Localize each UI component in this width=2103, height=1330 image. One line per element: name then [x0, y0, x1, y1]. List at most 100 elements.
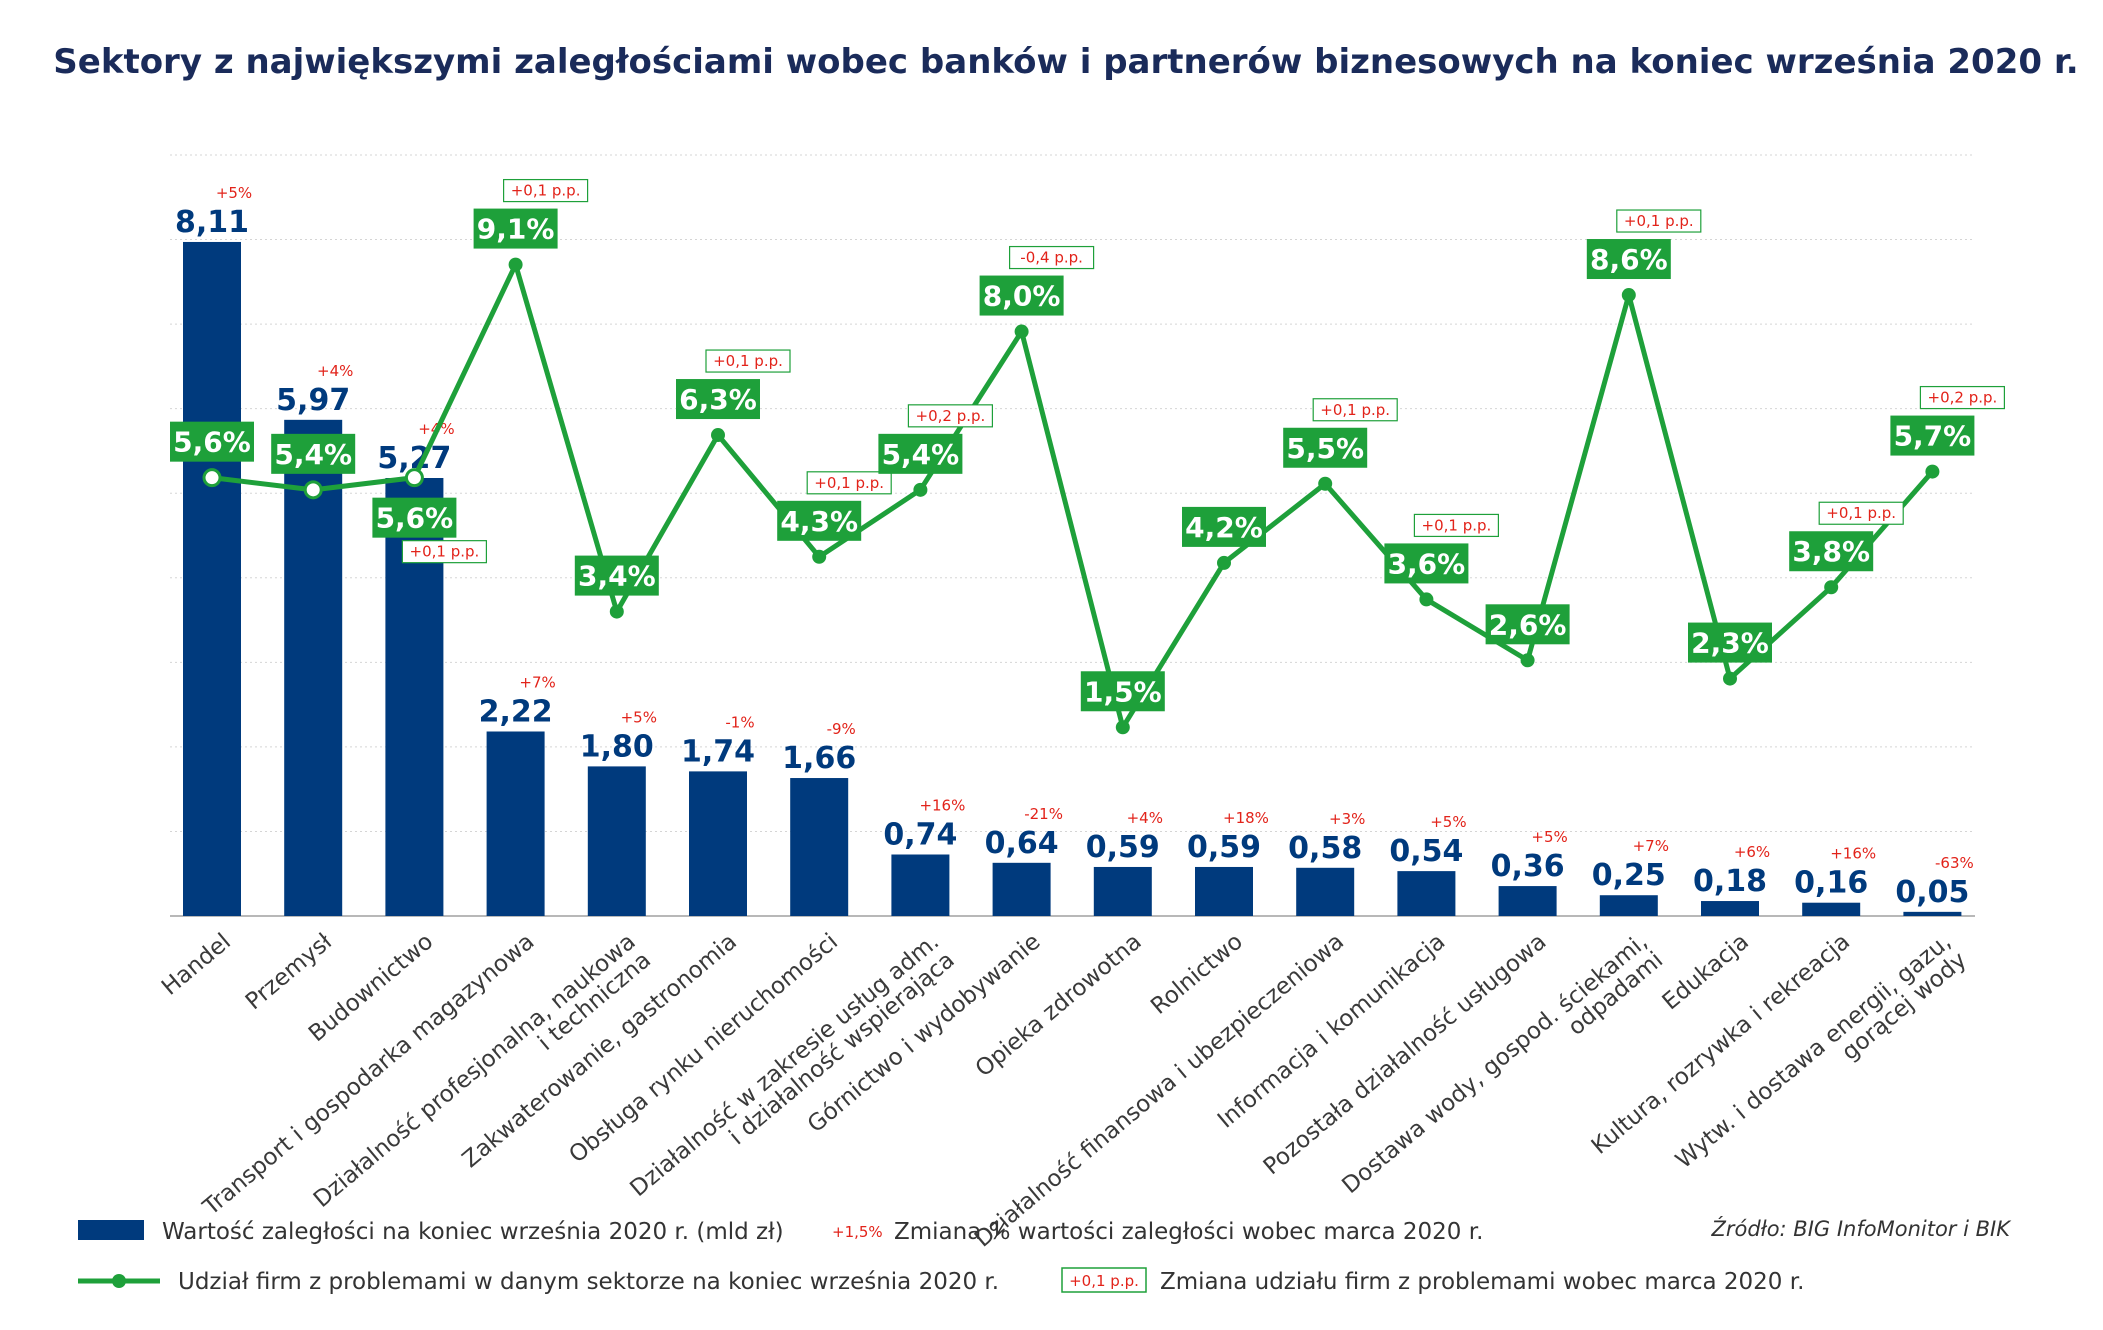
- bar-value-labels: 8,11+5%5,97+4%5,27+4%2,22+7%1,80+5%1,74-…: [175, 184, 1974, 910]
- line-series: [202, 257, 1940, 735]
- line-change-label: +0,2 p.p.: [1919, 385, 2006, 410]
- bar-value-label: 0,58: [1288, 831, 1362, 866]
- line-point: [303, 480, 323, 500]
- line-value-box: [271, 433, 356, 474]
- legend-line-text: Udział firm z problemami w danym sektorz…: [178, 1269, 999, 1295]
- bar-value-label: 2,22: [479, 694, 553, 729]
- line-value-text: 9,1%: [477, 213, 555, 246]
- line-value-text: 5,7%: [1894, 420, 1972, 453]
- bar-change-label: +4%: [317, 362, 353, 380]
- bar-value-label: 1,66: [782, 741, 856, 776]
- bar: [1093, 866, 1152, 916]
- category-label-line: Edukacja: [1658, 929, 1754, 1016]
- bar-change-label: -1%: [725, 713, 754, 731]
- line-value-box: [170, 421, 254, 462]
- line-change-label: +0,2 p.p.: [907, 404, 994, 428]
- line-change-text: +0,1 p.p.: [1826, 504, 1896, 522]
- bar-value-label: 0,05: [1895, 875, 1969, 910]
- line-value-box: [676, 379, 760, 420]
- legend-line-change-box: [1061, 1267, 1147, 1293]
- line-change-box: [1312, 398, 1398, 422]
- line-value-box: [777, 500, 862, 541]
- bar-value-label: 0,18: [1693, 864, 1767, 899]
- category-label-line: Działalność finansowa i ubezpieczeniowa: [970, 929, 1349, 1253]
- bar-change-label: +5%: [216, 184, 252, 202]
- line-value-box: [1586, 239, 1671, 280]
- line-value-text: 5,6%: [376, 502, 454, 535]
- line-change-text: +0,2 p.p.: [916, 407, 986, 425]
- line-value-text: 5,6%: [173, 426, 251, 459]
- legend: Wartość zaległości na koniec września 20…: [78, 1219, 1804, 1295]
- line-value-box: [1080, 671, 1165, 712]
- line-value-box: [1485, 604, 1570, 645]
- line-point: [1419, 592, 1434, 607]
- bar: [1195, 866, 1253, 916]
- bar-change-label: +7%: [519, 673, 555, 691]
- bar-value-label: 0,74: [883, 817, 957, 852]
- line-point: [1217, 555, 1231, 570]
- legend-bar-text: Wartość zaległości na koniec września 20…: [162, 1219, 784, 1245]
- line-change-box: [1616, 209, 1702, 233]
- category-label-line: Handel: [157, 929, 236, 1001]
- bar-value-label: 0,54: [1389, 834, 1463, 869]
- line-value-text: 3,8%: [1792, 535, 1870, 568]
- line-point: [1520, 653, 1535, 668]
- bar: [689, 771, 747, 916]
- bar-change-label: -21%: [1024, 805, 1063, 823]
- bar-value-label: 1,74: [681, 734, 755, 769]
- line-point: [1318, 476, 1333, 491]
- line-value-label: 4,2%: [1182, 506, 1266, 547]
- bar-value-label: 1,80: [580, 729, 654, 764]
- line-point: [1115, 720, 1130, 735]
- bar-series: [183, 241, 1962, 917]
- chart-title: Sektory z największymi zaległościami wob…: [53, 42, 2078, 82]
- line-point: [812, 549, 827, 564]
- line-value-text: 8,0%: [983, 280, 1061, 313]
- line-value-text: 5,4%: [274, 438, 352, 471]
- line-value-box: [878, 433, 963, 474]
- bar-change-label: +16%: [919, 796, 965, 814]
- line-change-box: [1919, 385, 2006, 410]
- line-value-text: 4,3%: [780, 505, 858, 538]
- line-change-text: +0,2 p.p.: [1928, 389, 1998, 407]
- bar-change-label: +4%: [1127, 809, 1163, 827]
- category-label: Opieka zdrowotna: [971, 929, 1147, 1083]
- bar-change-label: +16%: [1830, 845, 1876, 863]
- line-change-text: +0,1 p.p.: [1320, 401, 1390, 419]
- line-value-label: 2,6%: [1485, 604, 1570, 645]
- line-change-label: -0,4 p.p.: [1008, 245, 1095, 270]
- line-change-text: -0,4 p.p.: [1020, 249, 1083, 267]
- line-change-box: [1413, 513, 1500, 538]
- line-value-box: [1182, 506, 1266, 547]
- line-value-label: 9,1%: [473, 208, 558, 249]
- legend-bar-swatch: [78, 1220, 144, 1240]
- line-value-box: [1789, 531, 1874, 572]
- line-change-text: +0,1 p.p.: [410, 543, 480, 561]
- legend-line-change-sample: +0,1 p.p.: [1069, 1272, 1139, 1290]
- line-value-label: 5,6%: [372, 497, 457, 538]
- bar-value-label: 0,25: [1592, 858, 1666, 893]
- bar-value-label: 8,11: [175, 205, 249, 240]
- line-path: [211, 262, 1935, 730]
- line-value-labels: 5,6% 5,4% 5,6% +0,1 p.p. 9,1% +0,1 p.p. 3,4% 6,…: [170, 178, 2006, 712]
- line-point: [1014, 324, 1029, 339]
- category-label: Działalność finansowa i ubezpieczeniowa: [970, 929, 1349, 1253]
- legend-bar-change-sample: +1,5%: [832, 1223, 883, 1241]
- bar: [992, 862, 1051, 916]
- legend-bar-change-text: Zmiana % wartości zaległości wobec marca…: [894, 1219, 1483, 1245]
- category-label-line: Opieka zdrowotna: [971, 929, 1147, 1083]
- line-change-label: +0,1 p.p.: [1818, 501, 1904, 525]
- line-change-label: +0,1 p.p.: [705, 349, 791, 373]
- line-value-label: 5,4%: [878, 433, 963, 474]
- line-change-box: [806, 471, 892, 495]
- line-value-box: [1384, 543, 1469, 584]
- bar: [1397, 871, 1456, 916]
- bar-change-label: +18%: [1223, 809, 1269, 827]
- line-change-text: +0,1 p.p.: [1422, 516, 1492, 534]
- bar-change-label: +5%: [1531, 828, 1567, 846]
- line-change-label: +0,1 p.p.: [503, 178, 589, 203]
- line-point: [609, 604, 624, 619]
- line-change-box: [907, 404, 994, 428]
